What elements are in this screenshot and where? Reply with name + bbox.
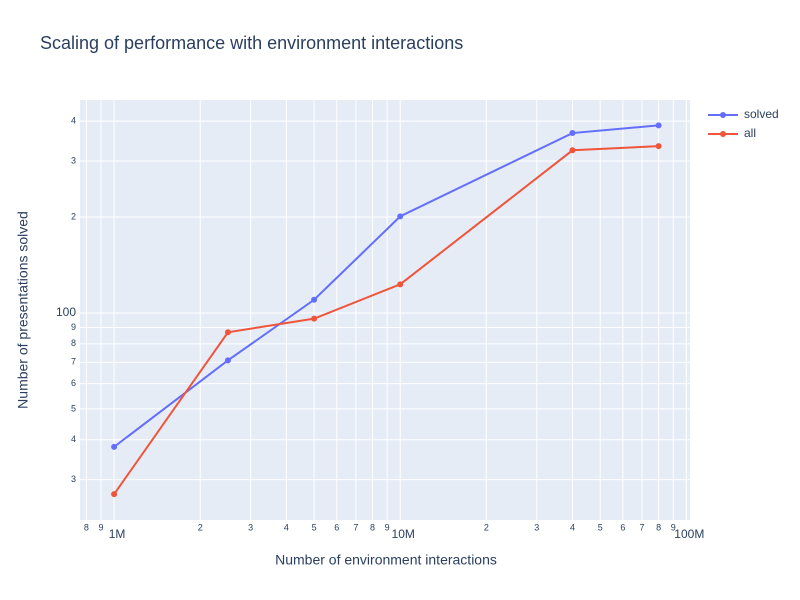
y-tick-label: 6: [71, 378, 76, 388]
y-tick-label: 100: [56, 305, 76, 319]
y-tick-label: 8: [71, 338, 76, 348]
x-tick-label: 9: [99, 522, 104, 532]
data-point: [397, 281, 404, 288]
x-tick-label: 8: [656, 522, 661, 532]
data-point: [111, 491, 118, 498]
x-tick-label: 5: [598, 522, 603, 532]
x-tick-label: 2: [484, 522, 489, 532]
x-tick-label: 9: [671, 522, 676, 532]
y-tick-label: 2: [71, 211, 76, 221]
x-tick-label: 3: [248, 522, 253, 532]
x-tick-label: 7: [353, 522, 358, 532]
plot-area: [80, 100, 690, 520]
y-axis-title: Number of presentations solved: [15, 211, 31, 409]
x-tick-label: 2: [198, 522, 203, 532]
data-point: [397, 213, 404, 220]
data-point: [311, 296, 318, 303]
x-tick-label: 3: [534, 522, 539, 532]
x-tick-label: 9: [385, 522, 390, 532]
y-tick-label: 5: [71, 403, 76, 413]
chart-title: Scaling of performance with environment …: [40, 33, 463, 53]
legend-marker: [720, 131, 726, 137]
y-tick-label: 3: [71, 155, 76, 165]
x-tick-label: 8: [370, 522, 375, 532]
x-axis-title: Number of environment interactions: [275, 552, 497, 568]
x-tick-label: 10M: [392, 527, 415, 541]
x-tick-label: 8: [84, 522, 89, 532]
legend-marker: [720, 112, 726, 118]
legend-label: all: [744, 126, 756, 140]
series-line: [113, 145, 659, 495]
y-tick-label: 9: [71, 322, 76, 332]
y-tick-label: 3: [71, 474, 76, 484]
data-point: [569, 130, 576, 137]
x-tick-label: 7: [639, 522, 644, 532]
x-tick-label: 6: [620, 522, 625, 532]
data-point: [655, 143, 662, 150]
data-point: [311, 315, 318, 322]
series-line: [113, 124, 659, 448]
data-point: [655, 122, 662, 129]
legend-label: solved: [744, 107, 779, 121]
x-tick-label: 5: [312, 522, 317, 532]
x-tick-label: 1M: [109, 527, 126, 541]
x-tick-label: 4: [570, 522, 575, 532]
data-point: [224, 357, 231, 364]
y-tick-label: 4: [71, 434, 76, 444]
data-point: [224, 329, 231, 336]
y-tick-label: 4: [71, 116, 76, 126]
y-tick-label: 7: [71, 357, 76, 367]
x-tick-label: 100M: [674, 527, 704, 541]
data-point: [111, 443, 118, 450]
x-tick-label: 4: [284, 522, 289, 532]
x-tick-label: 6: [334, 522, 339, 532]
data-point: [569, 147, 576, 154]
